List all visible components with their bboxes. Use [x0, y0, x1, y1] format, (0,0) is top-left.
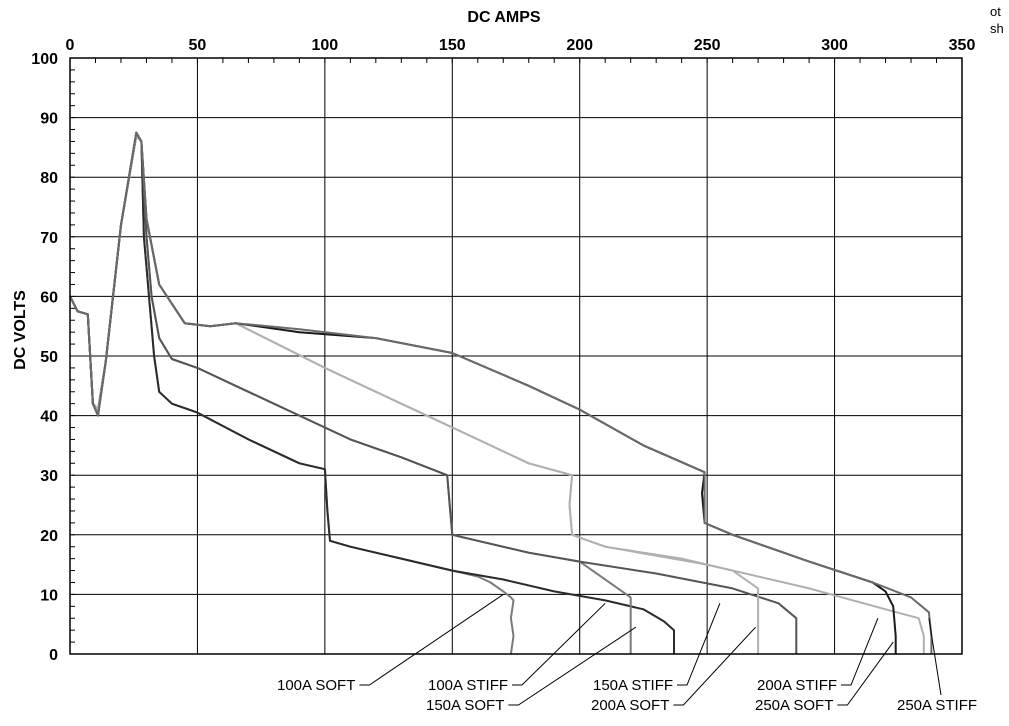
x-tick-label: 0 [66, 37, 75, 54]
y-tick-label: 30 [40, 468, 58, 485]
series-lines [69, 131, 933, 655]
x-tick-label: 100 [312, 37, 339, 54]
x-tick-label: 350 [949, 37, 976, 54]
callout-label: 200A STIFF [757, 677, 837, 694]
x-tick-label: 250 [694, 37, 721, 54]
corner-note-fragment: sh [990, 21, 1004, 36]
y-tick-label: 60 [40, 289, 58, 306]
y-tick-label: 80 [40, 170, 58, 187]
y-tick-label: 0 [49, 647, 58, 664]
callout-label: 150A SOFT [426, 697, 504, 714]
x-tick-label: 150 [439, 37, 466, 54]
callout-label: 100A SOFT [277, 677, 355, 694]
x-axis-title: DC AMPS [467, 9, 541, 26]
callout-label: 250A STIFF [897, 697, 977, 714]
series-line-150a-stiff [69, 134, 798, 654]
callout-label: 250A SOFT [755, 697, 833, 714]
y-axis-title: DC VOLTS [12, 290, 29, 370]
x-tick-label: 50 [189, 37, 207, 54]
x-tick-label: 200 [566, 37, 593, 54]
y-tick-label: 50 [40, 349, 58, 366]
callout-leader-line [837, 641, 894, 706]
callout-leader-line [512, 602, 606, 686]
y-tick-label: 20 [40, 528, 58, 545]
callout-leader-line [677, 603, 721, 686]
series-line-200a-soft [69, 134, 760, 654]
callout-leader-line [359, 593, 504, 686]
y-tick-label: 90 [40, 111, 58, 128]
callout-label: 100A STIFF [428, 677, 508, 694]
corner-note-fragment: ot [990, 4, 1001, 19]
x-tick-label: 300 [821, 37, 848, 54]
callout-label: 200A SOFT [591, 697, 669, 714]
callout-label: 150A STIFF [593, 677, 673, 694]
series-line-250a-stiff [69, 131, 933, 654]
y-tick-label: 100 [31, 51, 58, 68]
callout-leader-line [508, 626, 637, 706]
callouts: 100A SOFT 100A STIFF 150A STIFF 200A STIFF 1… [277, 593, 977, 714]
y-tick-label: 10 [40, 587, 58, 604]
series-line-100a-stiff [69, 134, 675, 654]
series-line-200a-stiff [69, 134, 925, 654]
y-tick-label: 40 [40, 409, 58, 426]
axis-ticks: 0 50 100 150 200 250 300 350 0 10 20 30 40 50 60 70 80 90… [31, 37, 975, 664]
series-line-100a-soft [69, 134, 515, 655]
y-tick-label: 70 [40, 230, 58, 247]
callout-leader-line [673, 626, 756, 706]
callout-leader-line [841, 618, 879, 686]
callout-leader-line [928, 618, 942, 696]
grid [70, 58, 962, 654]
